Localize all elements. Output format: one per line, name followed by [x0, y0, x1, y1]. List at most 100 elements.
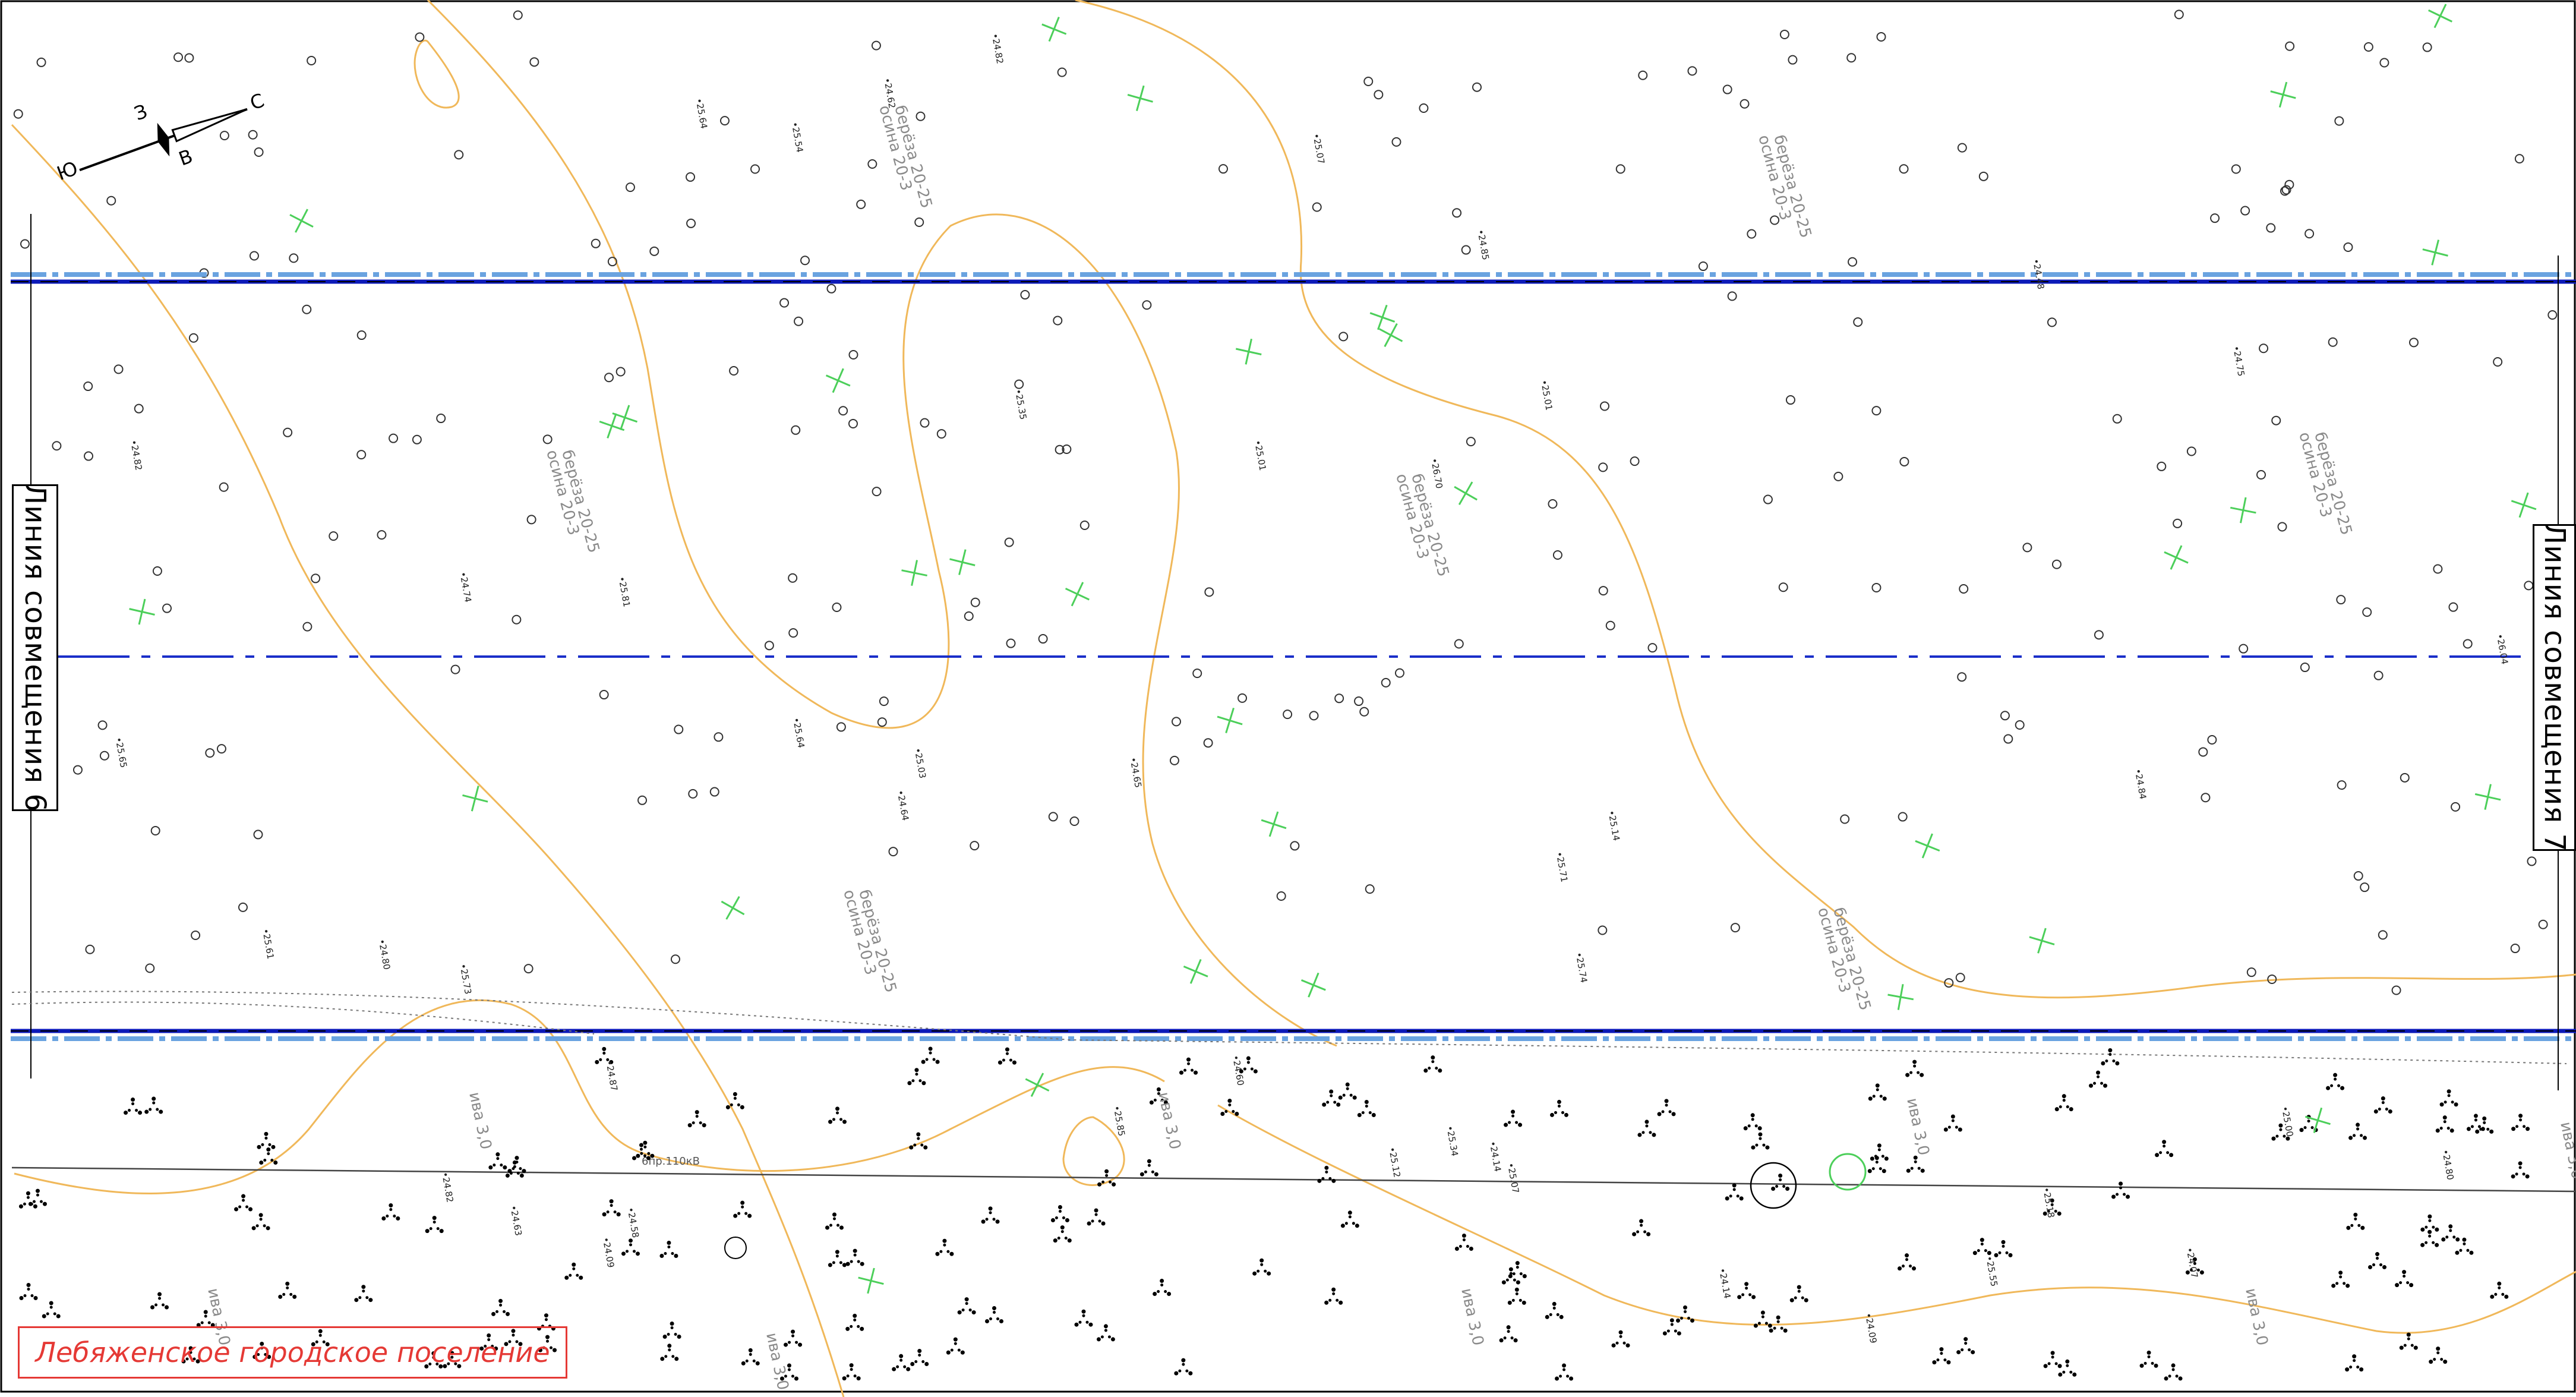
shrub-symbol: [660, 1344, 679, 1361]
shrub-dot: [1107, 1335, 1111, 1339]
shrub-dot: [1912, 1059, 1917, 1064]
vegetation-cross: [612, 405, 638, 430]
shrub-dot: [1881, 1155, 1884, 1158]
shrub-symbol: [1751, 1132, 1770, 1150]
shrub-symbol: [1549, 1099, 1568, 1117]
survey-point: [788, 628, 798, 638]
shrub-dot: [2050, 1198, 2054, 1203]
shrub-dot: [646, 1156, 651, 1161]
shrub-dot: [2403, 1344, 2407, 1347]
survey-point: [879, 696, 889, 707]
shrub-symbol: [2435, 1115, 2454, 1133]
survey-point: [173, 52, 184, 62]
shrub-dot: [1246, 1061, 1250, 1064]
survey-point: [2451, 802, 2461, 812]
survey-point: [709, 787, 719, 797]
shrub-dot: [2494, 1292, 2498, 1296]
survey-point: [1899, 456, 1909, 466]
shrub-dot: [1732, 1188, 1736, 1191]
shrub-dot: [447, 1362, 450, 1366]
vegetation-cross: [1887, 983, 1914, 1010]
shrub-dot: [1253, 1069, 1258, 1074]
shrub-symbol: [1868, 1083, 1887, 1101]
shrub-dot: [784, 1374, 787, 1378]
survey-point: [2240, 206, 2250, 216]
shrub-dot: [667, 1344, 672, 1348]
survey-point: [1871, 582, 1882, 592]
shrub-dot: [1163, 1100, 1168, 1105]
shrub-dot: [2169, 1153, 2174, 1158]
survey-point: [2174, 10, 2184, 20]
shrub-symbol: [424, 1351, 443, 1369]
shrub-symbol: [946, 1337, 965, 1355]
shrub-symbol: [935, 1238, 954, 1256]
shrub-dot: [135, 1109, 138, 1112]
shrub-dot: [613, 1210, 617, 1214]
survey-point: [764, 641, 774, 651]
shrub-dot: [670, 1321, 674, 1326]
shrub-dot: [1096, 1337, 1101, 1342]
survey-point: [2277, 522, 2287, 532]
shrub-dot: [2427, 1229, 2432, 1234]
shrub-dot: [1094, 1208, 1098, 1213]
shrub-dot: [845, 1326, 850, 1331]
shrub-dot: [1737, 1295, 1742, 1300]
vegetation-cross: [1369, 304, 1396, 330]
shrub-dot: [1744, 1282, 1749, 1286]
shrub-dot: [2163, 1144, 2166, 1148]
shrub-annotation: ива 3,0: [2242, 1286, 2271, 1347]
survey-point: [791, 425, 801, 435]
shrub-dot: [2335, 1282, 2339, 1285]
shrub-dot: [2381, 1096, 2385, 1101]
shrub-dot: [1505, 1278, 1509, 1282]
shrub-dot: [1365, 1105, 1368, 1108]
shrub-symbol: [425, 1216, 444, 1234]
shrub-dot: [2057, 1364, 2062, 1368]
shrub-dot: [2409, 1283, 2414, 1288]
shrub-dot: [2171, 1363, 2176, 1368]
survey-point: [1276, 891, 1286, 901]
shrub-dot: [1005, 1052, 1009, 1055]
shrub-dot: [245, 1205, 249, 1209]
shrub-dot: [1906, 1168, 1911, 1173]
survey-point: [1142, 300, 1152, 310]
shrub-dot: [2330, 1084, 2334, 1087]
shrub-symbol: [725, 1092, 744, 1109]
cross-stroke: [958, 549, 967, 575]
shrub-dot: [1748, 1293, 1752, 1297]
shrub-dot: [1902, 1264, 1905, 1268]
survey-point: [1848, 257, 1858, 267]
shrub-dot: [2378, 1108, 2381, 1111]
shrub-symbol: [2368, 1252, 2387, 1270]
shrub-dot: [917, 1137, 920, 1140]
shrub-dot: [2307, 1120, 2310, 1123]
survey-point: [599, 690, 609, 700]
shrub-dot: [1332, 1292, 1336, 1295]
shrub-dot: [650, 1153, 655, 1158]
shrub-dot: [495, 1310, 499, 1313]
path-dotted: [11, 1001, 595, 1035]
shrub-dot: [921, 1059, 926, 1064]
survey-point: [1238, 693, 1248, 703]
shrub-symbol: [2346, 1212, 2365, 1230]
shrub-dot: [1757, 1322, 1761, 1325]
vegetation-cross: [2474, 784, 2501, 810]
north-arrow-cross: [157, 122, 170, 157]
shrub-dot: [1909, 1264, 1912, 1268]
shrub-dot: [1508, 1121, 1511, 1124]
survey-point: [2186, 446, 2196, 456]
shrub-dot: [668, 1348, 671, 1352]
shrub-dot: [1977, 1249, 1980, 1253]
shrub-symbol: [1994, 1240, 2013, 1257]
shrub-dot: [1513, 1278, 1516, 1282]
shrub-dot: [2062, 1094, 2066, 1099]
cross-stroke: [2431, 239, 2440, 266]
elevation-label: •26.04: [2494, 633, 2510, 665]
shrub-dot: [1324, 1300, 1329, 1305]
survey-point: [867, 159, 877, 169]
shrub-dot: [266, 1226, 270, 1231]
survey-point: [302, 622, 312, 632]
shrub-symbol: [907, 1068, 926, 1086]
shrub-dot: [1349, 1093, 1353, 1097]
shrub-dot: [1649, 1131, 1652, 1134]
